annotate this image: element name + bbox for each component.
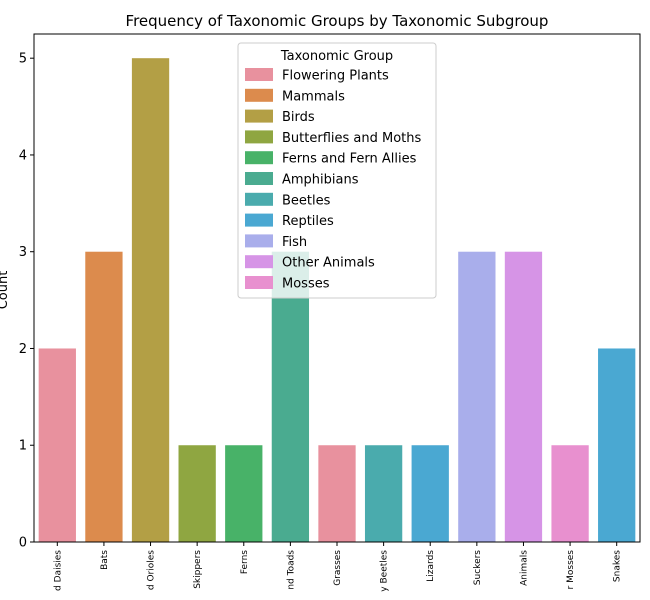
chart-title: Frequency of Taxonomic Groups by Taxonom… [126,12,549,30]
legend-label: Butterflies and Moths [282,131,421,146]
legend-title: Taxonomic Group [280,49,393,64]
y-tick-label: 5 [19,52,27,67]
bar-10 [504,251,543,542]
bar-2 [131,58,170,542]
legend-swatch [245,213,273,227]
x-tick-label: Bats [100,550,110,570]
legend-label: Mammals [282,89,345,104]
legend-label: Amphibians [282,173,359,188]
bar-5 [271,251,310,542]
legend-swatch [245,172,273,185]
legend-label: Fish [282,235,307,250]
legend-swatch [245,234,273,248]
bar-4 [225,445,263,542]
legend-swatch [245,88,273,102]
bar-0 [38,348,76,542]
x-tick-label: Animals [519,550,529,586]
legend-items: Flowering Plants Mammals Birds Butterflies … [245,68,421,292]
bar-12 [598,348,636,542]
bar-6 [318,445,356,542]
legend-label: Flowering Plants [282,69,389,84]
bar-3 [178,445,216,542]
y-tick-label: 0 [19,536,27,551]
x-tick-label: r Mosses [566,550,576,590]
legend: Taxonomic Group Flowering Plants Mammals B… [237,42,437,299]
bar-11 [551,445,589,542]
x-tick-label: d Daisies [53,550,63,591]
x-tick-label: y Beetles [380,550,390,592]
y-tick-label: 3 [19,245,27,260]
legend-swatch [245,276,273,289]
x-tick-label: nd Toads [286,550,296,590]
legend-label: Ferns and Fern Allies [282,152,417,167]
legend-label: Other Animals [282,256,375,271]
x-tick-label: d Orioles [147,550,157,590]
x-tick-label: Lizards [426,550,436,582]
legend-swatch [245,68,273,81]
x-tick-label: Grasses [333,550,343,586]
legend-label: Beetles [282,193,331,208]
y-axis-ticks: 0 1 2 3 4 5 [19,52,34,551]
y-axis-label: Count [0,271,11,310]
bar-8 [411,445,449,542]
legend-label: Mosses [282,277,330,292]
legend-swatch [245,255,273,269]
legend-swatch [245,151,273,165]
legend-label: Birds [282,110,315,125]
legend-swatch [245,109,273,123]
legend-box [237,42,437,299]
x-tick-label: Ferns [240,550,250,574]
x-tick-label: Skippers [193,550,203,589]
bar-9 [458,251,496,542]
bar-7 [364,445,403,542]
legend-label: Reptiles [282,214,334,229]
x-tick-label: Suckers [473,550,483,585]
x-axis-ticks: d Daisies Bats d Orioles Skippers Ferns nd To… [53,542,623,592]
plot-frame [33,33,641,543]
bar-1 [85,251,123,542]
y-tick-label: 4 [19,148,27,163]
legend-swatch [245,130,273,144]
legend-swatch [245,192,273,206]
x-tick-label: Snakes [613,550,623,582]
y-tick-label: 1 [19,439,27,454]
bars-layer [38,58,636,542]
y-tick-label: 2 [19,342,27,357]
